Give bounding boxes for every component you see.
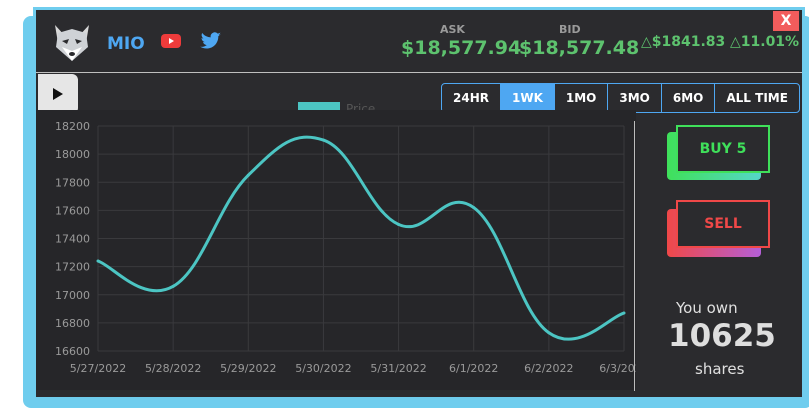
twitter-icon[interactable]	[200, 32, 222, 50]
tab-6mo[interactable]: 6MO	[662, 84, 716, 112]
play-button[interactable]	[38, 74, 78, 114]
x-tick-label: 6/2/2022	[524, 362, 573, 375]
bid-label: BID	[559, 23, 581, 36]
tab-3mo[interactable]: 3MO	[608, 84, 662, 112]
ask-label: ASK	[440, 23, 465, 36]
play-icon	[53, 88, 63, 100]
close-button[interactable]: X	[773, 11, 799, 31]
y-tick-label: 18000	[55, 148, 90, 161]
tab-24hr[interactable]: 24HR	[442, 84, 501, 112]
tab-1wk[interactable]: 1WK	[500, 84, 555, 112]
price-point	[547, 331, 551, 335]
x-tick-label: 6/3/2022	[599, 362, 636, 375]
time-range-tabs: 24HR 1WK 1MO 3MO 6MO ALL TIME	[441, 83, 800, 113]
x-tick-label: 5/29/2022	[220, 362, 276, 375]
youtube-icon[interactable]	[161, 34, 181, 48]
y-tick-label: 18200	[55, 120, 90, 133]
y-tick-label: 16600	[55, 345, 90, 358]
change-percent: △11.01%	[730, 34, 800, 50]
price-point	[472, 206, 476, 210]
owned-unit: shares	[695, 360, 745, 378]
bid-value: $18,577.48	[519, 37, 640, 59]
price-point	[397, 222, 401, 226]
price-point	[171, 284, 175, 288]
y-tick-label: 16800	[55, 317, 90, 330]
price-point	[246, 173, 250, 177]
owned-label: You own	[676, 299, 738, 317]
y-tick-label: 17400	[55, 233, 90, 246]
ask-value: $18,577.94	[401, 37, 522, 59]
wolf-icon	[55, 25, 89, 61]
x-tick-label: 5/27/2022	[70, 362, 126, 375]
trading-window: X MIO ASK $18,577.94 BID $18,577.48 △$18…	[33, 7, 805, 400]
price-chart: 16600 16800 17000 17200 17400 17600 17800 18000…	[36, 110, 636, 390]
x-tick-label: 5/31/2022	[370, 362, 426, 375]
y-tick-label: 17600	[55, 204, 90, 217]
x-tick-label: 5/28/2022	[145, 362, 201, 375]
tab-1mo[interactable]: 1MO	[555, 84, 609, 112]
sell-button[interactable]: SELL	[676, 200, 770, 248]
header: MIO ASK $18,577.94 BID $18,577.48 △$1841…	[36, 10, 802, 73]
change-amount: △$1841.83	[641, 34, 726, 50]
price-point	[321, 138, 325, 142]
owned-count: 10625	[668, 318, 776, 354]
x-tick-label: 5/30/2022	[295, 362, 351, 375]
panel-divider	[634, 121, 635, 391]
ticker-symbol: MIO	[107, 34, 145, 54]
price-point	[622, 311, 626, 315]
y-tick-label: 17800	[55, 176, 90, 189]
tab-all-time[interactable]: ALL TIME	[726, 91, 788, 105]
chart-background	[36, 110, 636, 390]
y-tick-label: 17000	[55, 289, 90, 302]
x-tick-label: 6/1/2022	[449, 362, 498, 375]
price-point	[96, 259, 100, 263]
price-series-line	[97, 135, 625, 341]
buy-button[interactable]: BUY 5	[676, 125, 770, 173]
y-tick-label: 17200	[55, 261, 90, 274]
